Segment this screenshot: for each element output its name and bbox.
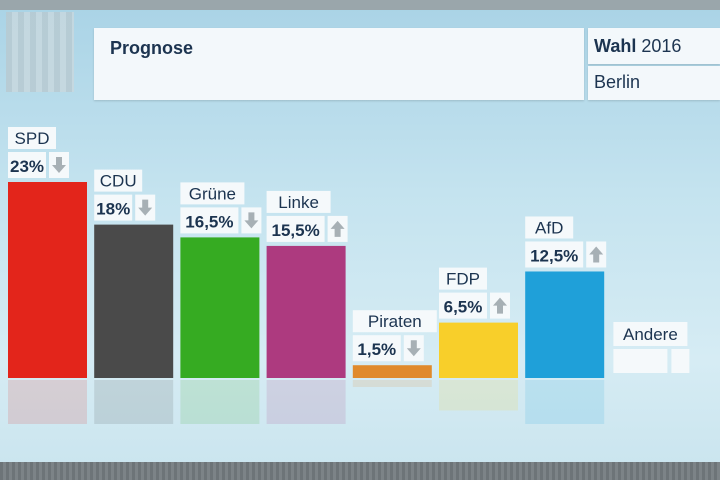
arrow-down-icon (138, 199, 153, 216)
region-label: Berlin (594, 72, 641, 92)
party-name: Piraten (368, 312, 422, 331)
value-label: 23% (10, 157, 44, 176)
election-label-panel: Wahl 2016 (588, 28, 720, 64)
value-box (94, 194, 133, 221)
value-label: 6,5% (444, 298, 483, 317)
header-panel: Prognose (94, 28, 584, 100)
arrow-up-icon (493, 297, 507, 314)
party-name-box (613, 322, 688, 346)
party-name: Andere (623, 325, 678, 344)
party-name: FDP (446, 270, 480, 289)
election-label-bold: Wahl (594, 36, 637, 56)
bar-reflection (525, 380, 605, 424)
party-name-box (439, 267, 487, 290)
value-label: 12,5% (530, 246, 578, 265)
value-box (8, 152, 46, 178)
bar (525, 271, 605, 378)
election-label: Wahl 2016 (594, 36, 681, 57)
bar (180, 237, 260, 378)
arrow-up-icon (589, 246, 604, 263)
party-name: SPD (15, 129, 50, 148)
party-name-box (525, 216, 574, 239)
bar (266, 245, 346, 378)
arrow-down-icon (244, 212, 259, 229)
value-box (613, 349, 668, 373)
bar-reflection (8, 380, 87, 424)
value-label: 16,5% (185, 212, 233, 231)
bottom-bar (0, 462, 720, 480)
region-panel: Berlin (588, 66, 720, 100)
party-name: CDU (100, 172, 137, 191)
bar (94, 224, 174, 378)
value-box (180, 207, 239, 234)
party-name-box (352, 310, 437, 333)
trend-box (671, 349, 690, 373)
bar-reflection (94, 380, 174, 424)
arrow-up-icon (330, 220, 345, 237)
bar-reflection (352, 380, 432, 388)
broadcaster-logo (6, 12, 74, 92)
party-name: Linke (278, 193, 319, 212)
value-box (525, 241, 584, 268)
value-box (352, 335, 401, 362)
value-box (266, 215, 325, 242)
party-name-box (180, 182, 245, 205)
top-bar (0, 0, 720, 10)
party-name-box (94, 169, 143, 192)
party-name: AfD (535, 218, 563, 237)
bar-reflection (180, 380, 260, 424)
bar (352, 365, 432, 378)
election-year: 2016 (641, 36, 682, 56)
value-label: 1,5% (357, 340, 396, 359)
value-box (439, 292, 487, 319)
arrow-down-icon (52, 157, 66, 173)
value-label: 15,5% (271, 221, 319, 240)
arrow-down-icon (406, 340, 421, 357)
party-name-box (8, 127, 56, 149)
bar-reflection (266, 380, 346, 424)
value-label: 18% (96, 200, 130, 219)
party-name-box (266, 190, 331, 213)
party-name: Grüne (189, 184, 236, 203)
bar-reflection (439, 380, 518, 411)
page-title: Prognose (110, 38, 194, 58)
bar (8, 182, 87, 378)
bar (439, 322, 518, 378)
